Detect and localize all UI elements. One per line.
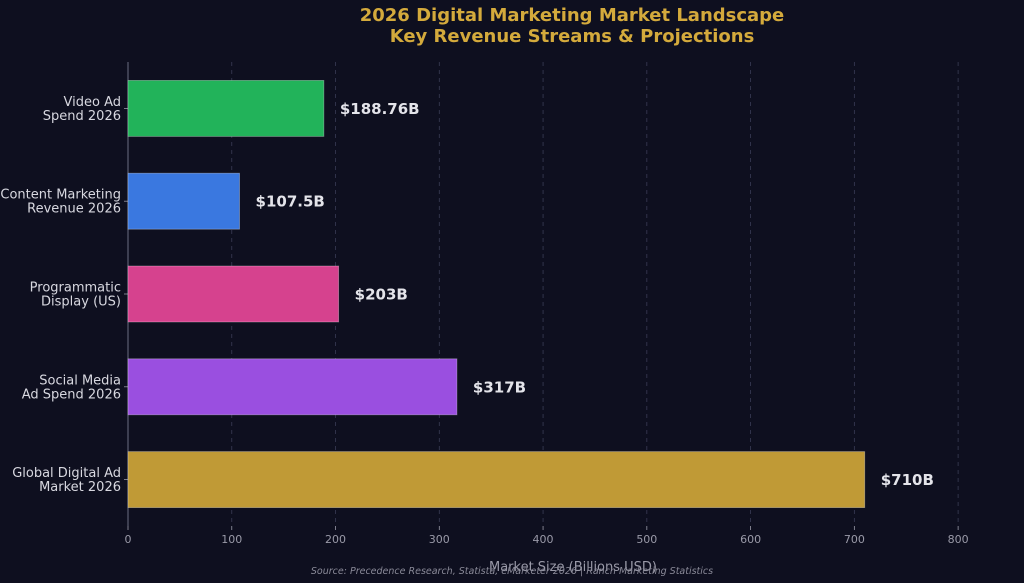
category-label: Spend 2026	[43, 109, 121, 124]
category-label: Revenue 2026	[27, 202, 121, 217]
x-tick-label: 500	[636, 533, 657, 546]
bar	[127, 265, 340, 323]
x-axis-title: Market Size (Billions USD)	[489, 560, 657, 575]
chart-title-line: 2026 Digital Marketing Market Landscape	[360, 5, 785, 26]
bar	[127, 451, 866, 509]
bar	[127, 172, 240, 230]
category-label: Social Media	[39, 373, 121, 388]
value-label: $188.76B	[340, 100, 420, 118]
x-tick-label: 100	[221, 533, 242, 546]
category-label: Programmatic	[30, 281, 121, 296]
x-tick-label: 400	[533, 533, 554, 546]
category-label: Market 2026	[39, 480, 121, 495]
x-tick-label: 300	[429, 533, 450, 546]
value-label: $317B	[473, 378, 526, 396]
category-label: Ad Spend 2026	[22, 387, 121, 402]
x-tick-label: 0	[125, 533, 132, 546]
value-label: $107.5B	[256, 193, 325, 211]
bars	[127, 80, 866, 509]
value-label: $203B	[355, 286, 408, 304]
bar	[127, 358, 458, 416]
labels: 2026 Digital Marketing Market LandscapeK…	[0, 5, 968, 577]
x-tick-label: 200	[325, 533, 346, 546]
category-label: Display (US)	[41, 295, 121, 310]
x-tick-label: 700	[844, 533, 865, 546]
category-label: Video Ad	[64, 95, 121, 110]
chart-title-line: Key Revenue Streams & Projections	[390, 26, 755, 47]
bar	[127, 80, 325, 137]
value-label: $710B	[881, 471, 934, 489]
category-label: Global Digital Ad	[12, 466, 121, 481]
grid-lines	[124, 62, 959, 530]
x-tick-label: 800	[948, 533, 969, 546]
x-tick-label: 600	[740, 533, 761, 546]
category-label: Content Marketing	[0, 188, 121, 203]
source-note: Source: Precedence Research, Statista, e…	[311, 566, 713, 577]
